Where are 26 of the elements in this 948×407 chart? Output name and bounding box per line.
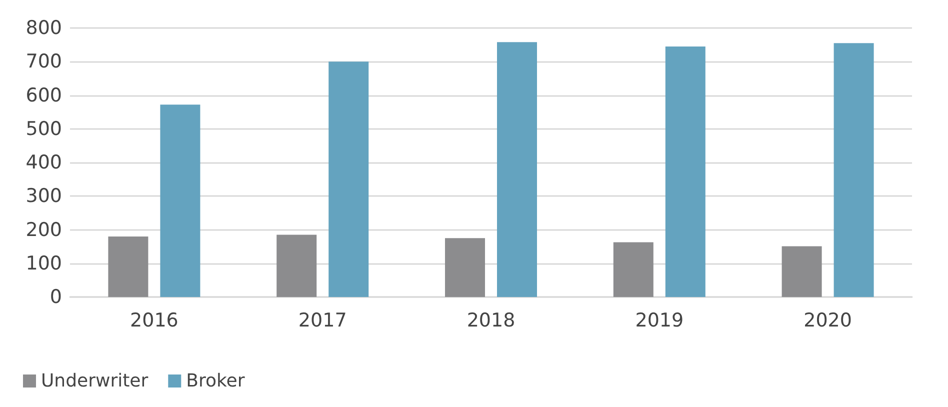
y-tick-label: 500	[26, 118, 62, 140]
y-tick-label: 400	[26, 152, 62, 174]
x-tick-label: 2018	[466, 310, 516, 332]
y-tick-label: 700	[26, 50, 62, 73]
y-tick-label: 300	[26, 185, 62, 208]
x-tick-label: 2016	[130, 310, 178, 332]
x-tick-label: 2019	[635, 310, 684, 332]
y-tick-label: 0	[50, 286, 62, 308]
legend-label: Broker	[186, 370, 246, 392]
y-tick-label: 600	[26, 84, 62, 106]
bar	[834, 43, 874, 297]
bar	[328, 62, 369, 297]
legend-label: Underwriter	[41, 370, 149, 392]
y-tick-label: 100	[26, 252, 62, 274]
x-tick-label: 2017	[298, 310, 347, 332]
bar	[782, 246, 822, 297]
bar	[276, 234, 317, 297]
bar	[160, 104, 200, 297]
bar	[108, 236, 148, 297]
bar	[665, 46, 706, 297]
x-tick-label: 2020	[804, 310, 852, 332]
bar	[497, 42, 537, 297]
y-tick-label: 800	[26, 17, 62, 39]
bar	[613, 242, 654, 297]
bar	[445, 238, 485, 297]
y-tick-label: 200	[26, 218, 62, 241]
